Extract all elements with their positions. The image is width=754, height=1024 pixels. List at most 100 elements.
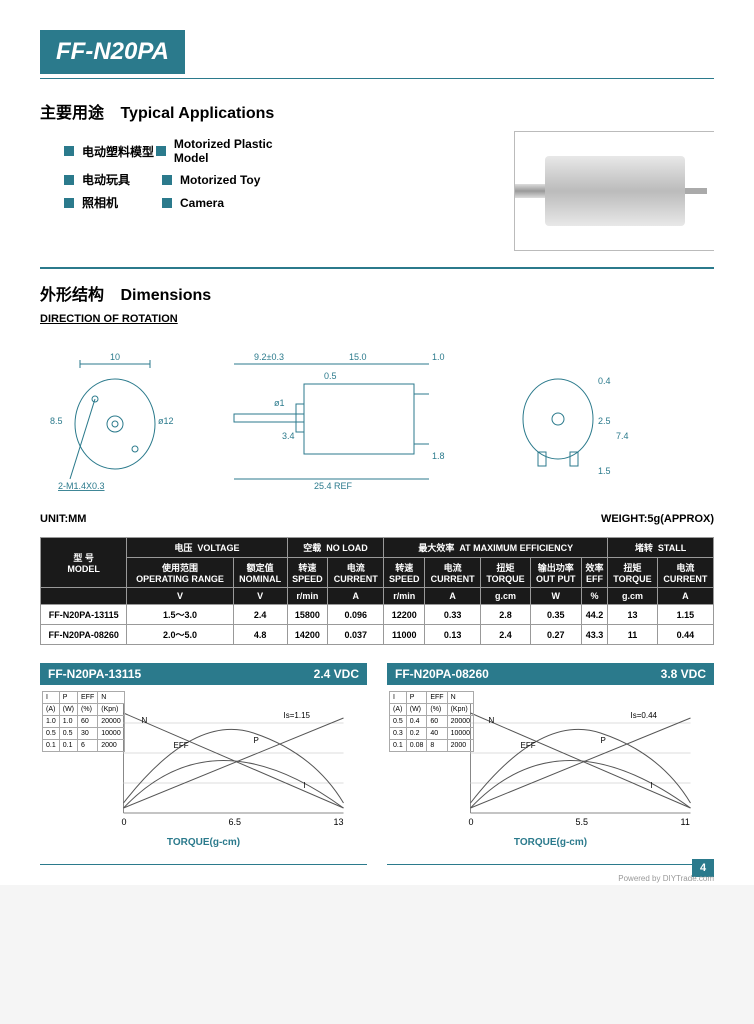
- app-en: Camera: [180, 196, 224, 210]
- performance-chart: FF-N20PA-082603.8 VDC IPEFFN(A)(W)(%)(Kp…: [387, 663, 714, 865]
- table-cell: FF-N20PA-08260: [41, 625, 127, 645]
- svg-text:10: 10: [110, 352, 120, 362]
- svg-text:0: 0: [469, 817, 474, 827]
- svg-text:0: 0: [122, 817, 127, 827]
- app-cn: 照相机: [82, 194, 162, 211]
- dimensions-header: 外形结构 Dimensions: [40, 281, 714, 305]
- motor-illustration: [545, 156, 685, 226]
- datasheet-page: FF-N20PA 主要用途 Typical Applications 电动塑料模…: [0, 0, 754, 885]
- table-cell: 11000: [384, 625, 425, 645]
- dimension-drawings: 10 8.5 ø12 2-M1.4X0.3 9.2±0.3 15.0 1.0: [40, 329, 714, 509]
- front-view: 10 8.5 ø12 2-M1.4X0.3: [40, 344, 190, 494]
- svg-text:EFF: EFF: [174, 741, 189, 750]
- rotation-label: DIRECTION OF ROTATION: [40, 313, 714, 325]
- section-divider: [40, 267, 714, 269]
- bullet-icon: [156, 146, 166, 156]
- table-cell: 0.13: [425, 625, 481, 645]
- table-cell: 0.096: [328, 605, 384, 625]
- svg-text:N: N: [489, 716, 495, 725]
- svg-text:2-M1.4X0.3: 2-M1.4X0.3: [58, 481, 105, 491]
- application-item: 电动塑料模型 Motorized Plastic Model: [64, 137, 300, 165]
- table-cell: 0.037: [328, 625, 384, 645]
- table-cell: 44.2: [581, 605, 607, 625]
- app-en: Motorized Plastic Model: [174, 137, 300, 165]
- svg-text:15.0: 15.0: [349, 352, 367, 362]
- svg-text:I: I: [651, 781, 653, 790]
- chart-x-label: TORQUE(g-cm): [44, 837, 363, 848]
- chart-body: IPEFFN(A)(W)(%)(Kpn)0.50.460200000.30.24…: [387, 685, 714, 865]
- table-cell: 1.5～3.0: [127, 605, 233, 625]
- table-cell: 2.0～5.0: [127, 625, 233, 645]
- svg-text:13: 13: [334, 817, 344, 827]
- chart-y-legend: IPEFFN(A)(W)(%)(Kpn)0.50.460200000.30.24…: [389, 691, 474, 752]
- weight-label: WEIGHT:5g(APPROX): [601, 513, 714, 525]
- dimensions-header-en: Dimensions: [120, 287, 211, 304]
- chart-body: IPEFFN(A)(W)(%)(Kpn)1.01.060200000.50.53…: [40, 685, 367, 865]
- app-cn: 电动塑料模型: [82, 143, 156, 160]
- table-cell: 15800: [287, 605, 328, 625]
- svg-text:9.2±0.3: 9.2±0.3: [254, 352, 284, 362]
- chart-title: FF-N20PA-082603.8 VDC: [387, 663, 714, 685]
- svg-text:25.4 REF: 25.4 REF: [314, 481, 353, 491]
- svg-text:8.5: 8.5: [50, 416, 63, 426]
- app-cn: 电动玩具: [82, 171, 162, 188]
- svg-text:2.5: 2.5: [598, 416, 611, 426]
- bullet-icon: [64, 175, 74, 185]
- applications-header-cn: 主要用途: [40, 105, 104, 122]
- unit-label: UNIT:MM: [40, 513, 86, 525]
- svg-text:EFF: EFF: [521, 741, 536, 750]
- table-cell: FF-N20PA-13115: [41, 605, 127, 625]
- svg-text:P: P: [601, 736, 606, 745]
- svg-text:P: P: [254, 736, 259, 745]
- bullet-icon: [162, 175, 172, 185]
- table-cell: 43.3: [581, 625, 607, 645]
- bullet-icon: [162, 198, 172, 208]
- svg-text:1.5: 1.5: [598, 466, 611, 476]
- applications-header: 主要用途 Typical Applications: [40, 99, 714, 123]
- rear-view: 0.4 2.5 7.4 1.5: [498, 344, 638, 494]
- svg-text:I: I: [304, 781, 306, 790]
- svg-text:6.5: 6.5: [229, 817, 242, 827]
- svg-text:Is=0.44: Is=0.44: [631, 711, 658, 720]
- svg-text:0.5: 0.5: [324, 371, 337, 381]
- application-item: 电动玩具 Motorized Toy: [64, 171, 300, 188]
- product-title: FF-N20PA: [40, 30, 185, 74]
- svg-text:ø1: ø1: [274, 398, 285, 408]
- table-cell: 0.44: [657, 625, 713, 645]
- spec-table: 型 号MODEL 电压 VOLTAGE 空载 NO LOAD 最大效率 AT M…: [40, 537, 714, 645]
- application-item: 照相机 Camera: [64, 194, 300, 211]
- table-cell: 2.4: [233, 605, 287, 625]
- svg-text:7.4: 7.4: [616, 431, 629, 441]
- title-rule: [40, 78, 714, 79]
- chart-x-label: TORQUE(g-cm): [391, 837, 710, 848]
- svg-text:Is=1.15: Is=1.15: [284, 711, 311, 720]
- dimension-footer: UNIT:MM WEIGHT:5g(APPROX): [40, 513, 714, 525]
- applications-list: 电动塑料模型 Motorized Plastic Model 电动玩具 Motoriz…: [64, 137, 300, 211]
- svg-text:ø12: ø12: [158, 416, 174, 426]
- table-row: FF-N20PA-131151.5～3.02.4158000.096122000…: [41, 605, 714, 625]
- table-cell: 2.4: [481, 625, 531, 645]
- svg-text:1.0: 1.0: [432, 352, 445, 362]
- table-cell: 14200: [287, 625, 328, 645]
- table-cell: 0.33: [425, 605, 481, 625]
- charts-row: FF-N20PA-131152.4 VDC IPEFFN(A)(W)(%)(Kp…: [40, 663, 714, 865]
- app-en: Motorized Toy: [180, 173, 260, 187]
- svg-text:1.8: 1.8: [432, 451, 445, 461]
- table-cell: 1.15: [657, 605, 713, 625]
- table-cell: 13: [608, 605, 658, 625]
- performance-chart: FF-N20PA-131152.4 VDC IPEFFN(A)(W)(%)(Kp…: [40, 663, 367, 865]
- table-row: FF-N20PA-082602.0～5.04.8142000.037110000…: [41, 625, 714, 645]
- svg-text:3.4: 3.4: [282, 431, 295, 441]
- product-image-box: [514, 131, 714, 251]
- table-cell: 12200: [384, 605, 425, 625]
- table-cell: 0.35: [530, 605, 581, 625]
- svg-text:11: 11: [681, 817, 690, 827]
- table-cell: 0.27: [530, 625, 581, 645]
- chart-y-legend: IPEFFN(A)(W)(%)(Kpn)1.01.060200000.50.53…: [42, 691, 125, 752]
- svg-text:N: N: [142, 716, 148, 725]
- table-cell: 2.8: [481, 605, 531, 625]
- bullet-icon: [64, 146, 74, 156]
- bullet-icon: [64, 198, 74, 208]
- svg-text:0.4: 0.4: [598, 376, 611, 386]
- applications-row: 电动塑料模型 Motorized Plastic Model 电动玩具 Motoriz…: [40, 131, 714, 251]
